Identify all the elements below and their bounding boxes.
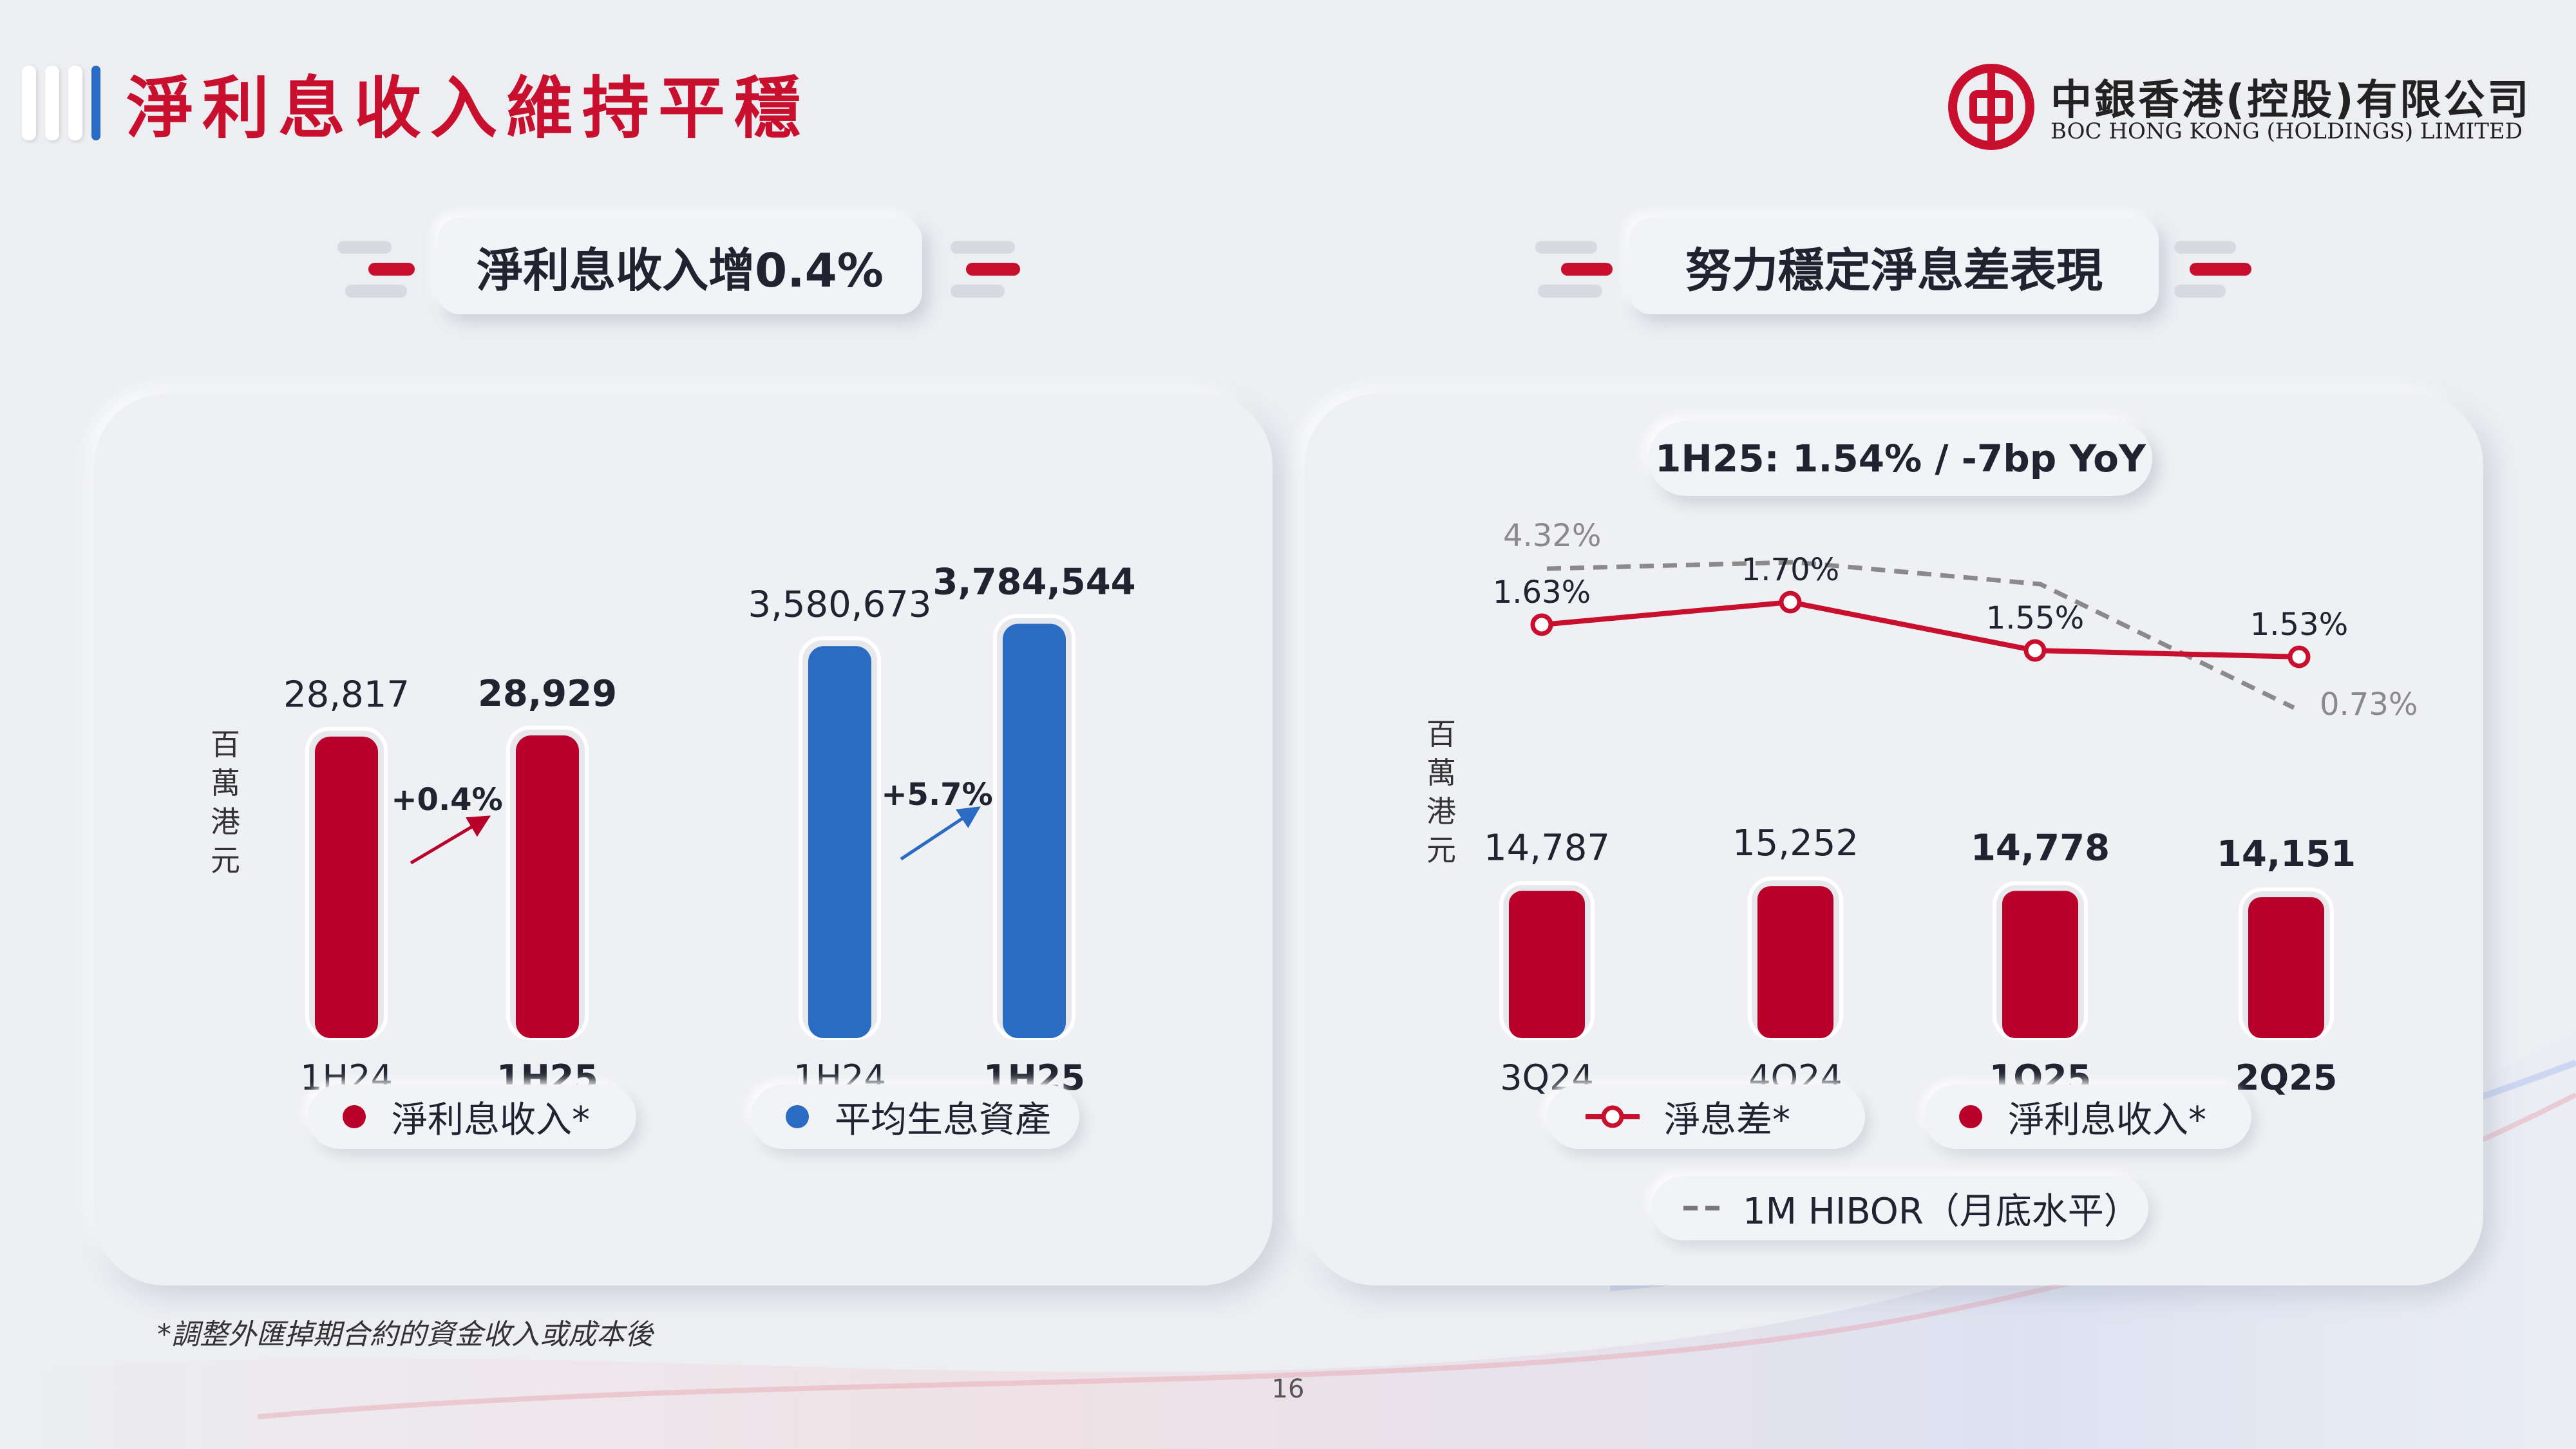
bar-value-label: 14,151 [2217,833,2356,875]
legend-label: 平均生息資產 [835,1099,1051,1141]
boc-logo-icon [1948,64,2034,150]
legend-line-marker-icon [1586,1105,1640,1128]
footnote: *調整外匯掉期合約的資金收入或成本後 [157,1318,653,1351]
nim-line [1541,599,2300,659]
bar-1q25 [2002,891,2078,1038]
bar-value-label: 28,817 [283,674,410,716]
legend-red-dot-icon [1959,1105,1982,1128]
right-section-heading: 努力穩定淨息差表現 [1629,218,2159,314]
legend-net-interest-income-right: 淨利息收入* [1924,1084,2251,1149]
change-arrow-icon [900,806,981,861]
nim-value-label: 1.55% [1986,600,2084,636]
bar-2q25 [2248,897,2324,1038]
nim-value-label: 1.70% [1741,552,1839,588]
legend-net-interest-income: 淨利息收入* [308,1084,636,1149]
page-number: 16 [1271,1374,1305,1404]
bar-value-label: 3,580,673 [748,583,931,625]
nim-value-label: 1.53% [2250,607,2348,643]
header-decoration [22,66,100,143]
hibor-start-label: 4.32% [1503,518,1601,554]
bar-1h24 [808,646,871,1038]
legend-blue-dot-icon [786,1105,809,1128]
bar-3q24 [1509,891,1585,1038]
bar-1h25 [1003,623,1066,1038]
change-label: +0.4% [391,782,502,818]
legend-label: 淨利息收入* [392,1099,590,1141]
legend-average-interest-earning-assets: 平均生息資產 [751,1084,1079,1149]
right-chart-svg: 百萬港元 14,7873Q2415,2524Q2414,7781Q2514,15… [1426,518,2418,1098]
bar-1h25 [516,735,579,1038]
heading-decoration-left-2 [1535,233,1613,304]
legend-dashed-line-icon [1683,1206,1725,1211]
legend-label: 淨息差* [1664,1099,1790,1141]
bar-value-label: 15,252 [1732,822,1859,864]
x-tick-label: 2Q25 [2235,1057,2338,1098]
change-arrow-icon [410,815,491,865]
legend-hibor: 1M HIBOR（月底水平） [1651,1176,2148,1240]
legend-label: 淨利息收入* [2008,1099,2206,1141]
bar-value-label: 28,929 [478,673,617,715]
nim-value-label: 1.63% [1493,574,1591,611]
legend-label: 1M HIBOR（月底水平） [1743,1190,2140,1233]
nim-point [1779,591,1802,614]
legend-net-interest-margin: 淨息差* [1547,1084,1865,1149]
heading-decoration-left [337,233,415,304]
heading-decoration-right-2 [2174,233,2251,304]
hibor-dashed-line [1546,560,2295,710]
nim-point [2287,645,2311,668]
bar-value-label: 3,784,544 [933,562,1135,603]
heading-decoration-right [951,233,1028,304]
change-label: +5.7% [881,777,992,813]
legend-red-dot-icon [343,1105,366,1128]
bar-1h24 [315,736,378,1038]
company-logo: 中銀香港(控股)有限公司 BOC HONG KONG (HOLDINGS) LI… [1947,63,2576,160]
nim-summary-badge: 1H25: 1.54% / -7bp YoY [1649,421,2152,496]
y-axis-unit-label: 百萬港元 [211,727,240,878]
left-chart-panel [94,394,1273,1285]
nim-point [2023,639,2047,662]
logo-english-name: BOC HONG KONG (HOLDINGS) LIMITED [2050,118,2523,144]
logo-chinese-name: 中銀香港(控股)有限公司 [2050,77,2532,124]
left-section-heading: 淨利息收入增0.4% [438,218,922,314]
bar-value-label: 14,778 [1971,827,2110,869]
hibor-end-label: 0.73% [2320,687,2418,723]
bar-value-label: 14,787 [1484,827,1610,869]
y-axis-unit-label-right: 百萬港元 [1426,717,1456,867]
right-chart-panel [1305,394,2483,1285]
nim-point [1530,613,1553,636]
bar-4q24 [1757,886,1833,1038]
page-title: 淨利息收入維持平穩 [126,69,811,147]
